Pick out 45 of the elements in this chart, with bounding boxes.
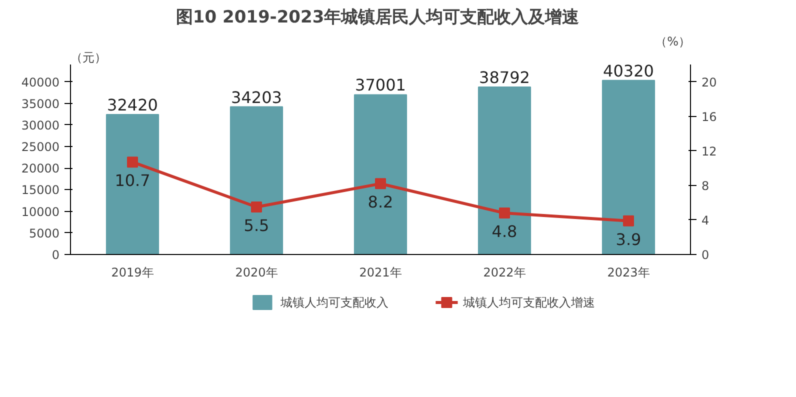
- y2-tick-label: 0: [702, 248, 710, 262]
- x-tick-label: 2021年: [359, 266, 402, 280]
- y-axis-title: （元）: [70, 50, 106, 64]
- x-tick-label: 2019年: [111, 266, 154, 280]
- y2-tick-label: 8: [702, 178, 710, 193]
- point: [623, 215, 634, 226]
- y-tick-label: 10000: [21, 204, 60, 219]
- data-label: 40320: [603, 61, 654, 80]
- y-tick-label: 15000: [21, 183, 60, 198]
- bar: [354, 94, 408, 254]
- data-label: 32420: [107, 96, 158, 115]
- x-tick-label: 2020年: [235, 266, 278, 280]
- x-tick-label: 2023年: [607, 266, 650, 280]
- y2-tick-label: 4: [702, 213, 710, 228]
- y2-tick-label: 12: [702, 144, 717, 158]
- data-label: 5.5: [244, 216, 270, 235]
- point: [375, 178, 386, 190]
- point: [499, 208, 510, 219]
- data-label: 10.7: [114, 171, 150, 190]
- bar: [230, 106, 284, 254]
- data-label: 34203: [231, 88, 282, 107]
- y2-axis-title: （%）: [655, 34, 691, 48]
- y-tick-label: 35000: [21, 96, 60, 111]
- y-tick-label: 5000: [28, 226, 60, 240]
- y-tick-label: 30000: [21, 118, 60, 132]
- point: [127, 156, 138, 168]
- bar: [478, 86, 532, 254]
- data-label: 3.9: [616, 230, 642, 249]
- data-label: 37001: [355, 76, 406, 95]
- y2-tick-label: 20: [702, 75, 717, 90]
- data-label: 4.8: [492, 222, 518, 242]
- legend-label: 城镇人均可支配收入: [279, 296, 388, 310]
- bar: [106, 114, 160, 254]
- data-label: 38792: [479, 68, 530, 87]
- data-label: 8.2: [368, 192, 394, 212]
- chart-title: 图10 2019-2023年城镇居民人均可支配收入及增速: [176, 8, 580, 28]
- legend-label: 城镇人均可支配收入增速: [462, 296, 595, 310]
- x-tick-label: 2022年: [483, 266, 526, 280]
- y-tick-label: 20000: [21, 162, 60, 176]
- y-tick-label: 0: [52, 248, 60, 262]
- point: [251, 202, 262, 212]
- y-tick-label: 40000: [21, 75, 60, 90]
- y2-tick-label: 16: [702, 110, 717, 124]
- y-tick-label: 25000: [21, 140, 60, 154]
- bar: [602, 80, 656, 254]
